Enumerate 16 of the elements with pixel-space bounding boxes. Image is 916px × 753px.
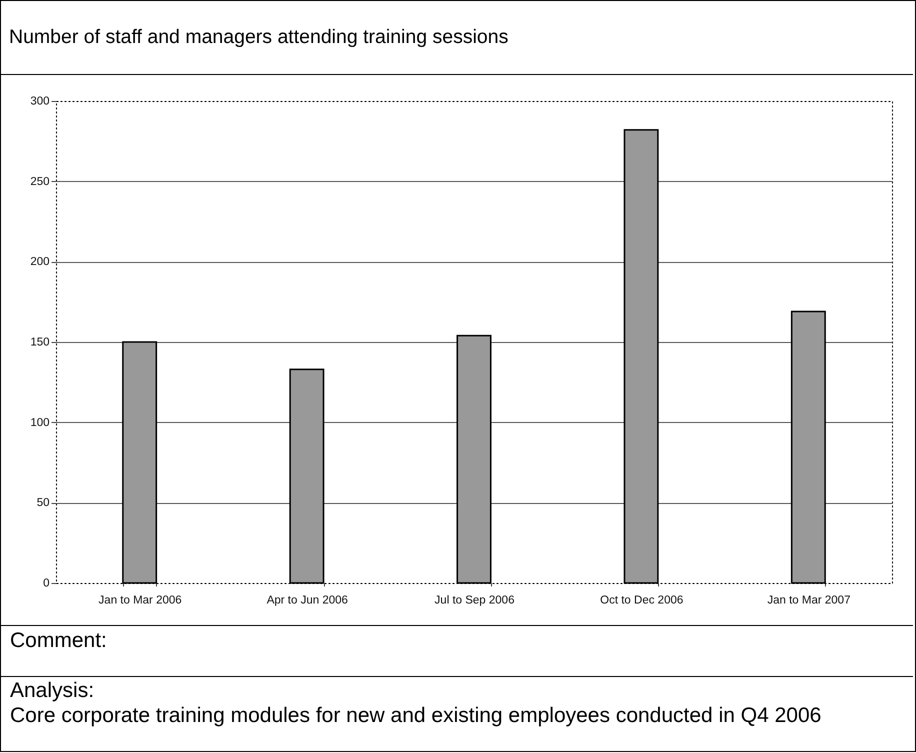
x-tick-label: Jul to Sep 2006 [434,594,514,606]
x-tick-label: Jan to Mar 2006 [98,594,182,606]
y-tick-label: 50 [36,497,50,510]
chart-title: Number of staff and managers attending training sessions [9,26,508,48]
y-tick-label: 150 [30,336,50,348]
y-tick-label: 200 [30,256,50,268]
x-tick-label: Jan to Mar 2007 [767,594,850,606]
text: Analysis: [10,678,96,703]
y-tick-label: 100 [30,416,50,429]
y-tick-label: 250 [30,176,50,188]
y-tick-label: 300 [30,96,50,108]
text: Comment: [10,628,108,653]
text: Core corporate training modules for new and existing employees conducted in Q4 2006 [10,703,822,728]
x-tick-label: Apr to Jun 2006 [266,594,348,606]
y-tick-label: 0 [43,578,50,590]
x-tick-label: Oct to Dec 2006 [600,594,684,606]
